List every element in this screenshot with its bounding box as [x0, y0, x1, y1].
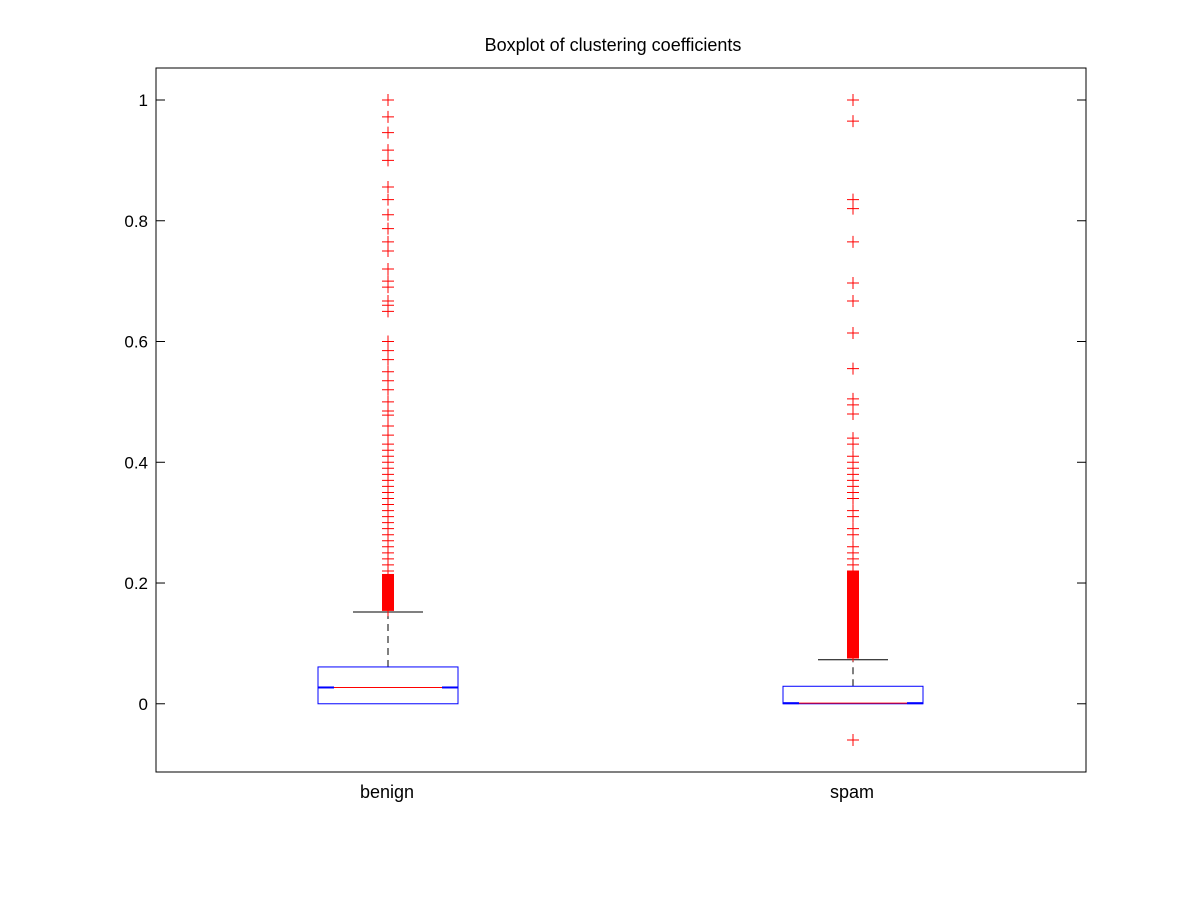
y-tick-label: 0.8	[124, 212, 148, 231]
outlier-marker	[382, 154, 394, 167]
outlier-marker	[382, 94, 394, 106]
outlier-marker	[382, 263, 394, 276]
outlier-marker	[382, 353, 394, 366]
x-category-label: benign	[360, 782, 414, 802]
outlier-marker	[382, 222, 394, 235]
outlier-marker	[382, 193, 394, 206]
y-axis: 0 0.2 0.4 0.6 0.8 1	[124, 91, 1086, 714]
chart-title: Boxplot of clustering coefficients	[485, 35, 742, 55]
boxes-layer	[317, 94, 924, 746]
outlier-marker	[847, 295, 859, 308]
outlier-marker	[382, 110, 394, 123]
outlier-marker	[382, 208, 394, 221]
outlier-marker	[847, 94, 859, 106]
iqr-box	[317, 666, 459, 705]
y-tick-label: 0	[139, 695, 148, 714]
outlier-marker	[847, 510, 859, 523]
plot-area-frame	[155, 67, 1087, 773]
y-tick-label: 0.2	[124, 574, 148, 593]
x-category-label: spam	[830, 782, 874, 802]
outlier-marker	[847, 492, 859, 505]
iqr-box	[782, 685, 924, 705]
outlier-marker	[382, 409, 394, 422]
outlier-marker	[847, 362, 859, 375]
outlier-marker	[847, 438, 859, 451]
outlier-dense-band	[847, 570, 859, 659]
outlier-marker	[847, 528, 859, 541]
y-tick-label: 1	[139, 91, 148, 110]
outlier-marker	[847, 407, 859, 420]
outlier-marker	[382, 281, 394, 294]
x-axis: benign spam	[360, 782, 874, 802]
outlier-marker	[847, 276, 859, 289]
box-benign	[317, 94, 459, 705]
outlier-marker	[382, 144, 394, 157]
outlier-dense-band	[382, 573, 394, 611]
outlier-marker	[847, 115, 859, 128]
outlier-marker	[382, 126, 394, 139]
outlier-marker	[847, 327, 859, 340]
box-spam	[782, 94, 924, 746]
outlier-marker	[382, 180, 394, 193]
outlier-marker	[382, 383, 394, 396]
y-tick-label: 0.4	[124, 453, 148, 472]
outlier-marker	[847, 734, 859, 746]
y-tick-label: 0.6	[124, 333, 148, 352]
outlier-marker	[847, 202, 859, 215]
outlier-marker	[382, 244, 394, 257]
outlier-marker	[847, 235, 859, 248]
outlier-marker	[382, 305, 394, 318]
